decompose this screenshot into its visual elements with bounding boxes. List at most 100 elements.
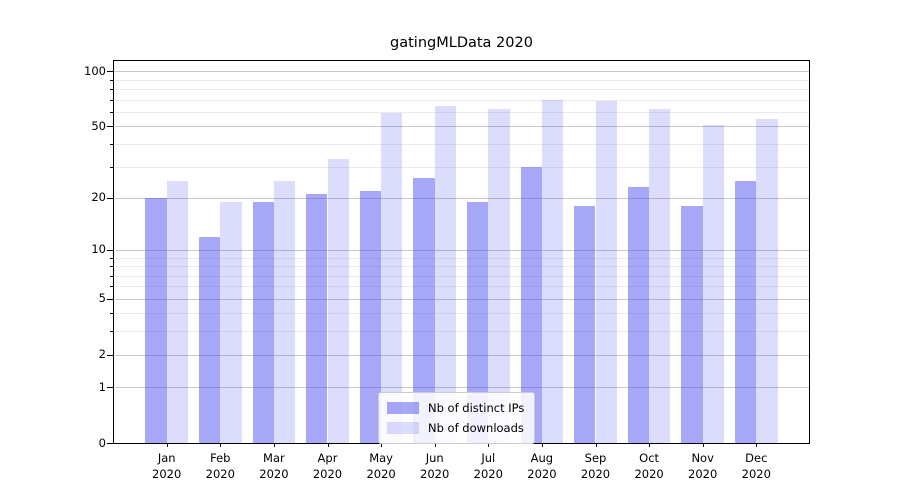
bar-distinct-ips-oct [627, 187, 650, 443]
y-minor-tick-mark [110, 166, 113, 168]
y-tick-mark [107, 71, 113, 73]
x-tick-label: Apr 2020 [296, 450, 360, 482]
x-tick-month: Feb [210, 451, 231, 465]
x-tick-year: 2020 [473, 467, 503, 481]
bar-distinct-ips-jun [413, 177, 435, 443]
x-tick-year: 2020 [634, 467, 664, 481]
x-tick-mark [595, 443, 597, 447]
bar-downloads-dec [756, 118, 778, 443]
bar-distinct-ips-may [359, 190, 382, 443]
x-tick-month: Aug [530, 451, 554, 465]
x-tick-mark [702, 443, 704, 447]
x-tick-year: 2020 [312, 467, 343, 481]
bar-downloads-sep [595, 100, 617, 443]
gridline-minor [114, 313, 809, 315]
x-tick-mark [220, 443, 222, 447]
x-tick-month: May [369, 451, 393, 465]
bar-distinct-ips-jul [466, 201, 489, 443]
plot-area [113, 60, 810, 444]
x-tick-label: Oct 2020 [617, 450, 681, 482]
bar-distinct-ips-apr [306, 194, 328, 443]
y-minor-tick-mark [110, 266, 113, 268]
bar-downloads-may [381, 113, 403, 443]
x-tick-label: May 2020 [349, 450, 413, 482]
x-tick-mark [434, 443, 436, 447]
y-tick-label: 50 [91, 118, 106, 133]
x-tick-month: Nov [691, 451, 714, 465]
x-tick-year: 2020 [152, 467, 182, 481]
x-tick-mark [273, 443, 275, 447]
gridline-major [114, 354, 809, 356]
bar-downloads-apr [327, 159, 349, 443]
gridline-major [114, 126, 809, 128]
x-tick-month: Apr [317, 451, 338, 465]
bar-distinct-ips-mar [252, 201, 274, 443]
x-tick-label: Jul 2020 [456, 450, 520, 482]
bar-downloads-jul [488, 109, 510, 443]
bar-downloads-feb [220, 201, 242, 443]
gridline-major [114, 249, 809, 251]
gridline-minor [114, 79, 809, 81]
gridline-minor [114, 166, 809, 168]
gridline-minor [114, 99, 809, 101]
x-tick-label: Aug 2020 [510, 450, 574, 482]
y-minor-tick-mark [110, 313, 113, 315]
legend-label-downloads: Nb of downloads [428, 421, 524, 435]
x-tick-label: Nov 2020 [671, 450, 735, 482]
legend-label-distinct-ips: Nb of distinct IPs [428, 401, 525, 415]
y-minor-tick-mark [110, 79, 113, 81]
gridline-minor [114, 111, 809, 113]
y-tick-label: 0 [98, 435, 106, 450]
y-tick-label: 1 [98, 379, 106, 394]
gridline-minor [114, 143, 809, 145]
y-tick-mark [107, 387, 113, 389]
gridline-minor [114, 89, 809, 91]
x-tick-year: 2020 [741, 467, 771, 481]
x-tick-mark [756, 443, 758, 447]
gridline-minor [114, 266, 809, 268]
y-minor-tick-mark [110, 111, 113, 113]
y-tick-mark [107, 443, 113, 444]
gridline-major [114, 387, 809, 389]
gridline-major [114, 71, 809, 73]
bar-downloads-jun [434, 105, 457, 443]
y-tick-label: 100 [84, 63, 106, 78]
y-tick-mark [107, 249, 113, 251]
gridline-major [114, 298, 809, 300]
x-tick-mark [381, 443, 383, 447]
x-tick-mark [327, 443, 329, 447]
x-tick-mark [166, 443, 168, 447]
x-tick-month: Oct [639, 451, 660, 465]
y-tick-mark [107, 298, 113, 300]
y-tick-mark [107, 354, 113, 356]
bar-downloads-aug [541, 99, 564, 443]
bar-distinct-ips-nov [681, 205, 703, 443]
bar-downloads-nov [702, 124, 725, 443]
x-tick-month: Dec [745, 451, 768, 465]
x-tick-label: Sep 2020 [564, 450, 628, 482]
y-minor-tick-mark [110, 89, 113, 91]
x-tick-month: Mar [263, 451, 285, 465]
x-tick-label: Jan 2020 [135, 450, 199, 482]
chart-title: gatingMLData 2020 [390, 35, 533, 51]
x-tick-month: Sep [584, 451, 607, 465]
x-tick-month: Jul [481, 451, 496, 465]
legend-swatch-distinct-ips [387, 402, 419, 414]
bar-downloads-oct [649, 109, 671, 443]
legend-item-distinct-ips: Nb of distinct IPs [387, 398, 524, 418]
bar-distinct-ips-feb [198, 236, 221, 443]
gridline-minor [114, 286, 809, 288]
bar-distinct-ips-dec [734, 180, 757, 443]
bar-downloads-mar [273, 180, 296, 443]
gridline-major [114, 197, 809, 199]
gridline-minor [114, 331, 809, 333]
x-tick-month: Jun [425, 451, 444, 465]
x-tick-label: Jun 2020 [403, 450, 467, 482]
x-tick-month: Jan [157, 451, 176, 465]
y-minor-tick-mark [110, 331, 113, 333]
x-tick-mark [649, 443, 651, 447]
bar-distinct-ips-jan [145, 197, 167, 443]
y-tick-label: 5 [98, 291, 106, 306]
x-tick-year: 2020 [420, 467, 450, 481]
